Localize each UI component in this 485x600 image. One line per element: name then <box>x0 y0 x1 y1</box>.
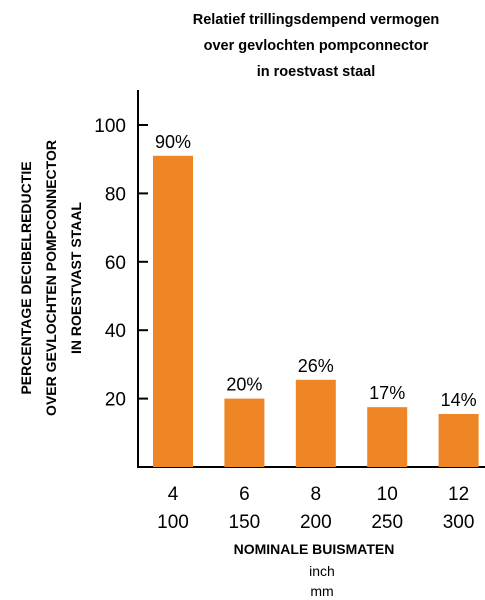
x-tick-label-mm: 250 <box>371 512 403 533</box>
bar-value-labels: 90% 20% 26% 17% 14% <box>155 132 477 410</box>
x-tick-label-inch: 12 <box>448 484 469 505</box>
y-tick-label: 100 <box>94 116 126 137</box>
chart-title-line-1: Relatief trillingsdempend vermogen <box>193 12 440 28</box>
y-tick-label: 60 <box>105 253 126 274</box>
x-tick-label-inch: 4 <box>168 484 179 505</box>
y-axis-label-line-2: OVER GEVLOCHTEN POMPCONNECTOR <box>43 140 59 416</box>
y-axis-label-line-3: IN ROESTVAST STAAL <box>68 202 84 354</box>
x-tick-label-inch: 10 <box>377 484 398 505</box>
y-tick-label: 40 <box>105 321 126 342</box>
bar <box>295 379 336 467</box>
y-ticks: 20 40 60 80 100 <box>94 116 148 411</box>
x-unit-mm: mm <box>310 583 333 599</box>
x-tick-label-mm: 100 <box>157 512 189 533</box>
bar-value-label: 17% <box>369 383 405 403</box>
bar-value-label: 26% <box>298 356 334 376</box>
chart-title-line-2: over gevlochten pompconnector <box>204 38 429 54</box>
bar-value-label: 14% <box>441 390 477 410</box>
y-tick-label: 20 <box>105 390 126 411</box>
bars <box>153 155 479 467</box>
chart-title-line-3: in roestvast staal <box>257 64 375 80</box>
bar <box>367 407 408 467</box>
x-tick-labels: 4 100 6 150 8 200 10 250 12 300 <box>157 484 474 533</box>
bar-value-label: 20% <box>226 375 262 395</box>
x-tick-label-inch: 6 <box>239 484 250 505</box>
x-unit-inch: inch <box>309 563 335 579</box>
bar <box>438 413 479 467</box>
x-tick-label-mm: 150 <box>229 512 261 533</box>
x-tick-label-inch: 8 <box>311 484 322 505</box>
bar-value-label: 90% <box>155 132 191 152</box>
x-tick-label-mm: 300 <box>443 512 475 533</box>
y-axis-label-line-1: PERCENTAGE DECIBELREDUCTIE <box>18 161 34 394</box>
bar <box>153 155 193 467</box>
y-tick-label: 80 <box>105 184 126 205</box>
x-tick-label-mm: 200 <box>300 512 332 533</box>
x-axis-label: NOMINALE BUISMATEN <box>234 541 395 557</box>
bar <box>224 398 265 467</box>
